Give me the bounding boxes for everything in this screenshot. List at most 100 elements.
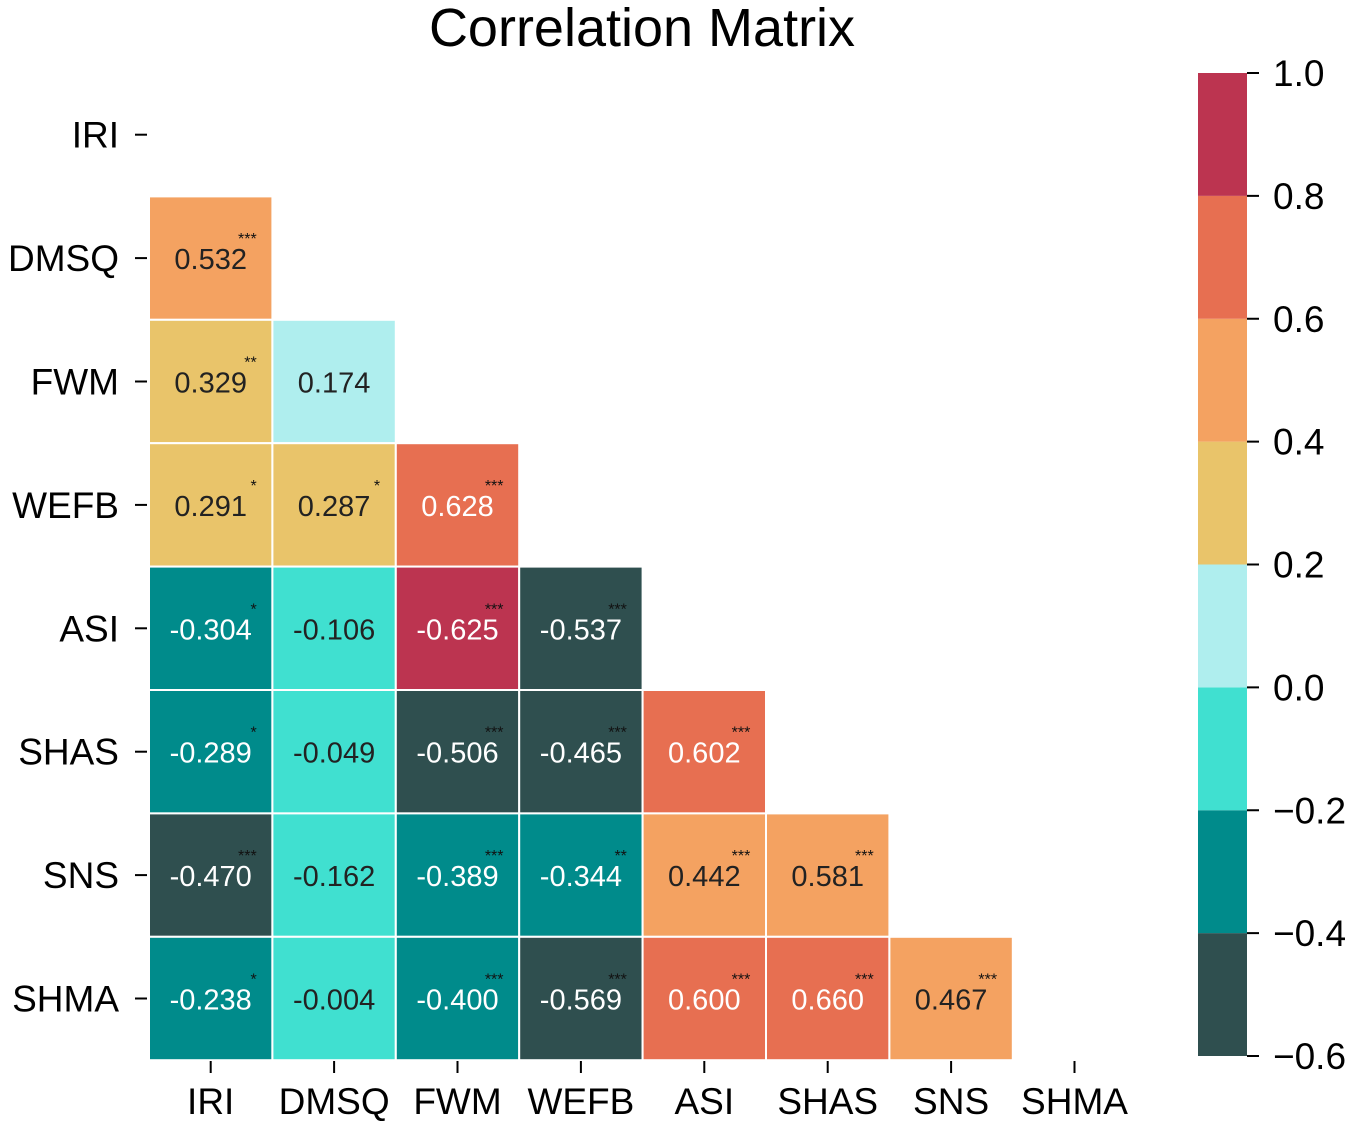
y-tick-label: IRI — [72, 115, 119, 156]
significance-stars: *** — [485, 478, 504, 495]
cell-value-label: -0.162 — [293, 861, 375, 893]
x-tick-label: WEFB — [527, 1081, 634, 1121]
significance-stars: *** — [732, 848, 751, 865]
colorbar-bin — [1198, 195, 1247, 319]
cell-value-label: -0.389 — [416, 861, 498, 893]
y-tick-label: SNS — [43, 855, 119, 896]
cell-value-label: -0.004 — [293, 985, 375, 1017]
cell-value-label: 0.660 — [791, 985, 864, 1017]
cell-value-label: -0.465 — [540, 738, 622, 770]
significance-stars: * — [250, 601, 256, 618]
y-tick-label: SHMA — [12, 979, 119, 1020]
cell-value-label: -0.289 — [170, 738, 252, 770]
cell-value-label: 0.174 — [298, 368, 371, 400]
cell-value-label: -0.470 — [170, 861, 252, 893]
heatmap-cell — [394, 812, 521, 938]
heatmap-cell — [148, 195, 274, 321]
significance-stars: * — [250, 478, 256, 495]
heatmap-cell — [148, 318, 274, 445]
heatmap-cell — [271, 935, 397, 1062]
x-tick-label: SNS — [913, 1081, 989, 1121]
significance-stars: *** — [485, 848, 504, 865]
y-tick-label: SHAS — [18, 732, 119, 773]
cell-value-label: -0.506 — [416, 738, 498, 770]
significance-stars: *** — [855, 972, 874, 989]
heatmap-cell — [518, 812, 644, 938]
significance-stars: * — [250, 725, 256, 742]
heatmap-cell — [394, 442, 521, 568]
cell-value-label: 0.600 — [668, 985, 741, 1017]
heatmap-cell — [765, 935, 891, 1062]
x-tick-label: DMSQ — [279, 1081, 390, 1121]
colorbar-tick-label: 0.4 — [1273, 422, 1324, 463]
significance-stars: *** — [855, 848, 874, 865]
cell-value-label: -0.344 — [540, 861, 622, 893]
colorbar-bin — [1198, 441, 1247, 565]
significance-stars: *** — [238, 848, 257, 865]
heatmap-cell — [271, 318, 397, 445]
significance-stars: *** — [485, 972, 504, 989]
cell-value-label: -0.625 — [416, 614, 498, 646]
heatmap-cell — [888, 935, 1014, 1062]
cell-value-label: -0.569 — [540, 985, 622, 1017]
significance-stars: *** — [485, 725, 504, 742]
heatmap-cell — [518, 689, 644, 815]
y-tick-label: ASI — [59, 608, 119, 649]
y-tick-label: WEFB — [12, 485, 119, 526]
significance-stars: *** — [608, 972, 627, 989]
significance-stars: *** — [238, 231, 257, 248]
cell-value-label: 0.291 — [174, 491, 247, 523]
cell-value-label: 0.467 — [915, 985, 988, 1017]
heatmap-cell — [271, 812, 397, 938]
significance-stars: ** — [244, 355, 256, 372]
colorbar-tick-label: 0.2 — [1273, 545, 1324, 586]
cell-value-label: -0.304 — [170, 614, 252, 646]
colorbar-tick-label: 1.0 — [1273, 53, 1324, 94]
colorbar: 1.0 0.8 0.6 0.4 0.2 0.0 −0.2 −0.4 −0.6 — [1198, 53, 1346, 1077]
y-axis: IRI DMSQ FWM WEFB ASI SHAS SNS SHMA — [8, 115, 147, 1020]
y-tick-label: FWM — [31, 362, 119, 403]
cell-value-label: 0.532 — [174, 244, 247, 276]
colorbar-tick-label: −0.2 — [1273, 790, 1346, 831]
colorbar-tick-label: 0.8 — [1273, 176, 1324, 217]
x-axis: IRI DMSQ FWM WEFB ASI SHAS SNS SHMA — [187, 1061, 1128, 1122]
heatmap-cell — [518, 935, 644, 1062]
significance-stars: *** — [608, 601, 627, 618]
x-tick-label: FWM — [413, 1081, 501, 1121]
significance-stars: * — [374, 478, 380, 495]
colorbar-bin — [1198, 810, 1247, 934]
y-tick-label: DMSQ — [8, 238, 119, 279]
colorbar-bin — [1198, 73, 1247, 196]
significance-stars: ** — [614, 848, 626, 865]
cell-value-label: -0.238 — [170, 985, 252, 1017]
heatmap-cell — [271, 689, 397, 815]
significance-stars: * — [250, 972, 256, 989]
heatmap-cell — [641, 812, 767, 938]
significance-stars: *** — [732, 725, 751, 742]
cell-value-label: 0.329 — [174, 368, 247, 400]
cell-value-label: 0.287 — [298, 491, 371, 523]
heatmap-cell — [148, 812, 274, 938]
heatmap-cell — [518, 565, 644, 691]
colorbar-bin — [1198, 564, 1247, 688]
x-tick-label: SHMA — [1021, 1081, 1128, 1121]
heatmap-cell — [148, 935, 274, 1062]
x-tick-label: IRI — [187, 1081, 234, 1121]
cell-value-label: -0.400 — [416, 985, 498, 1017]
significance-stars: *** — [485, 601, 504, 618]
heatmap-cell — [271, 565, 397, 691]
colorbar-bin — [1198, 933, 1247, 1056]
significance-stars: *** — [978, 972, 997, 989]
colorbar-tick-label: 0.6 — [1273, 299, 1324, 340]
colorbar-bin — [1198, 318, 1247, 442]
significance-stars: *** — [608, 725, 627, 742]
cell-value-label: -0.106 — [293, 614, 375, 646]
x-tick-label: SHAS — [777, 1081, 878, 1121]
colorbar-tick-label: −0.4 — [1273, 913, 1346, 954]
colorbar-tick-label: −0.6 — [1273, 1036, 1346, 1077]
cell-value-label: 0.581 — [791, 861, 864, 893]
chart-title: Correlation Matrix — [429, 0, 855, 58]
cell-value-label: -0.537 — [540, 614, 622, 646]
cell-value-label: -0.049 — [293, 738, 375, 770]
